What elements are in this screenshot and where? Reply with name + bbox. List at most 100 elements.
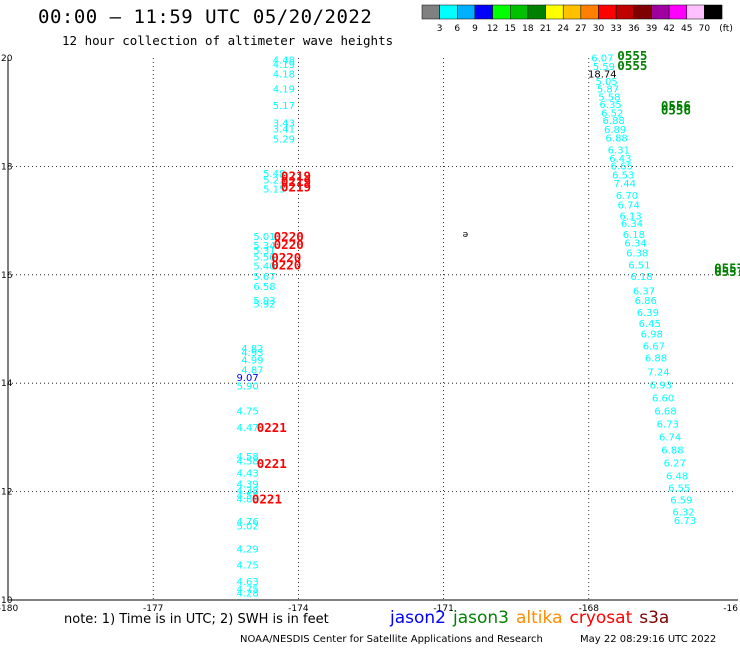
wave-height-label: 6.70 [616, 191, 638, 202]
map-title: 00:00 — 11:59 UTC 05/20/2022 [38, 6, 373, 28]
island-marker: ə [463, 230, 469, 240]
pass-time-label: 0557 [714, 264, 740, 279]
colorbar-label: 18 [522, 24, 534, 34]
y-tick-label: 20 [1, 54, 13, 64]
wave-height-label: 5.02 [236, 522, 258, 533]
colorbar-label: 3 [437, 24, 443, 34]
altimeter-track: 4.824.934.994.87 [241, 344, 263, 377]
colorbar-label: 9 [472, 24, 478, 34]
wave-height-label: 6.68 [654, 407, 676, 418]
legend-entry-s3a: s3a [639, 608, 670, 628]
wave-height-label: 5.15 [263, 184, 285, 195]
wave-height-label: 6.07 [591, 53, 613, 64]
wave-height-label: 6.65 [611, 162, 633, 173]
wave-height-label: 6.67 [643, 342, 665, 353]
pass-time-label: 0219 [281, 179, 311, 194]
wave-height-label: 4.93 [241, 348, 263, 359]
y-tick-label: 18 [1, 162, 13, 172]
wave-height-label: 6.52 [601, 109, 623, 120]
wave-height-label: 6.86 [635, 296, 657, 307]
wave-height-label: 6.73 [674, 516, 696, 527]
wave-height-label: 6.35 [600, 100, 622, 111]
altimeter-track: 5.015.345.315.565.405.676.58 5.935.92 [253, 232, 275, 310]
wave-height-label: 4.99 [241, 356, 263, 367]
pass-time-label: 0556 [661, 102, 691, 117]
altimeter-track: 6.075.595.055.875.586.356.526.886.896.88… [591, 53, 696, 527]
altimeter-track: 4.484.194.184.195.173.433.415.29 [273, 55, 295, 145]
colorbar-label: 30 [593, 24, 605, 34]
wave-height-label: 4.88 [236, 494, 258, 505]
pass-time-label: 0219 [281, 174, 311, 189]
legend-entry-jason3: jason3 [453, 608, 509, 628]
colorbar-swatch [704, 4, 723, 20]
wave-height-label: 6.39 [637, 308, 659, 319]
wave-height-label: 3.43 [273, 118, 295, 129]
colorbar-label: 21 [540, 24, 551, 34]
colorbar-label: 27 [575, 24, 586, 34]
wave-height-label: 4.29 [236, 544, 258, 555]
colorbar-unit: (ft) [719, 24, 733, 34]
wave-height-label: 6.74 [659, 433, 681, 444]
wave-height-label: 6.34 [621, 219, 643, 230]
wave-height-label: 5.34 [253, 241, 275, 252]
wave-height-label: 6.13 [619, 212, 641, 223]
colorbar-label: 36 [628, 24, 640, 34]
altimeter-track: 5.485.235.15 [263, 169, 285, 195]
pass-time-label: 0221 [252, 492, 282, 507]
wave-height-label: 4.28 [236, 589, 258, 600]
pass-time-label: 0220 [271, 257, 301, 272]
wave-height-label: 5.01 [253, 232, 275, 243]
wave-height-label: 5.93 [253, 296, 275, 307]
wave-height-label: 5.59 [593, 62, 615, 73]
wave-height-label: 4.58 [236, 457, 258, 468]
wave-height-label: 6.18 [623, 230, 645, 241]
altimeter-track: 9.07 [236, 373, 258, 384]
pass-time-label: 0555 [617, 48, 647, 63]
wave-height-label: 6.55 [668, 484, 690, 495]
wave-height-label: 7.44 [614, 179, 636, 190]
y-tick-label: 16 [1, 271, 13, 281]
colorbar-label: 15 [505, 24, 516, 34]
credit-text: NOAA/NESDIS Center for Satellite Applica… [240, 634, 543, 645]
wave-height-label: 5.58 [598, 92, 620, 103]
wave-height-label: 4.47 [236, 423, 258, 434]
map-frame: -180 -177 -174 -171 -168 -16 20 18 16 14 12 10 [0, 54, 738, 614]
wave-height-label: 4.76 [236, 517, 258, 528]
colorbar-label: 45 [681, 24, 692, 34]
y-tick-label: 14 [1, 379, 13, 389]
wave-height-label: 6.88 [602, 116, 624, 127]
pass-time-label: 0220 [271, 250, 301, 265]
wave-height-label: 5.87 [597, 85, 619, 96]
x-tick-label: -168 [579, 604, 600, 614]
wave-height-label: 4.48 [273, 55, 295, 66]
x-tick-label: -180 [0, 604, 18, 614]
wave-height-label: 4.63 [236, 577, 258, 588]
wave-height-label: 5.17 [273, 101, 295, 112]
wave-height-label: 6.74 [618, 201, 640, 212]
wave-height-label: 6.32 [672, 507, 694, 518]
wave-height-label: 6.43 [609, 154, 631, 165]
wave-height-label: 7.24 [647, 368, 669, 379]
wave-height-label: 5.48 [263, 169, 285, 180]
pass-time-label: 0220 [274, 229, 304, 244]
wave-height-label: 6.48 [666, 472, 688, 483]
wave-height-label: 6.73 [657, 420, 679, 431]
colorbar-label: 33 [610, 24, 621, 34]
colorbar-label: 42 [663, 24, 674, 34]
x-tick-label: -16 [723, 604, 738, 614]
wave-height-label: 4.38 [236, 486, 258, 497]
colorbar: 3 6 9 12 15 18 21 24 27 30 33 36 39 42 45 70 (ft) [421, 4, 733, 34]
wave-height-label: 5.56 [253, 253, 275, 264]
wave-height-label: 6.59 [670, 496, 692, 507]
wave-height-label: 5.40 [253, 261, 275, 272]
wave-height-label: 5.05 [595, 77, 617, 88]
wave-height-label: 4.75 [236, 584, 258, 595]
wave-height-label: 4.75 [236, 407, 258, 418]
wave-height-label: 4.82 [241, 344, 263, 355]
wave-height-label: 6.88 [645, 354, 667, 365]
wave-height-label: 5.23 [263, 176, 285, 187]
wave-height-label: 5.29 [273, 135, 295, 146]
wave-height-label: 5.92 [253, 299, 275, 310]
colorbar-label: 12 [487, 24, 498, 34]
pass-time-label: 0220 [274, 237, 304, 252]
